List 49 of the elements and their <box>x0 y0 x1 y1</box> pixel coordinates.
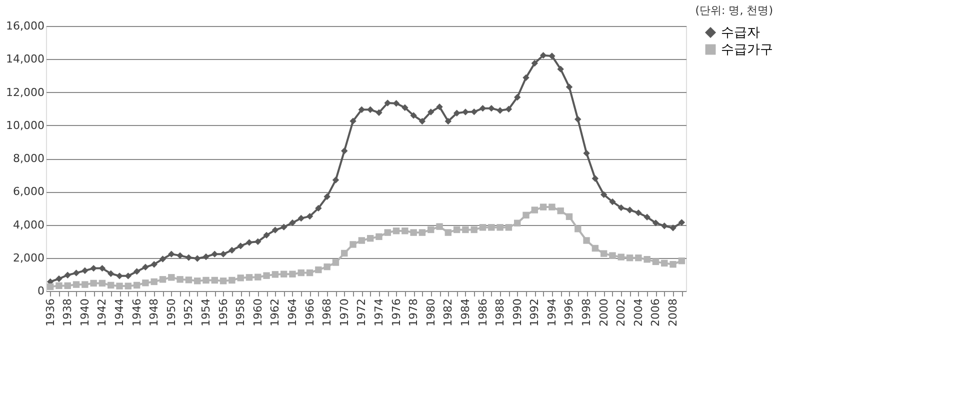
x-tick-label: 1994 <box>545 298 558 326</box>
x-tick-label: 1984 <box>458 298 472 326</box>
y-tick-label: 6,000 <box>13 185 44 198</box>
x-tick-label: 1962 <box>268 298 282 326</box>
legend-label: 수급가구 <box>721 42 773 58</box>
legend-label: 수급자 <box>721 26 760 40</box>
x-tick-label: 1992 <box>528 298 542 326</box>
x-tick-label: 1944 <box>113 298 126 326</box>
x-tick-label: 1980 <box>424 298 438 326</box>
x-tick-label: 1950 <box>164 298 178 326</box>
x-tick-label: 1948 <box>148 298 161 326</box>
y-tick-label: 0 <box>38 284 44 298</box>
x-tick-label: 1936 <box>44 298 57 326</box>
y-tick-label: 4,000 <box>13 218 44 232</box>
x-tick-label: 1960 <box>251 298 264 326</box>
x-tick-label: 1990 <box>510 298 524 326</box>
x-tick-label: 1964 <box>286 298 299 326</box>
text: (단위: 명, 천명) <box>695 4 773 17</box>
x-tick-label: 1942 <box>96 298 109 326</box>
x-tick-label: 1998 <box>580 298 594 326</box>
x-tick-label: 1974 <box>372 298 386 326</box>
x-tick-label: 2000 <box>597 298 610 326</box>
x-tick-label: 1972 <box>355 298 368 326</box>
x-tick-label: 2008 <box>666 298 680 326</box>
x-tick-label: 1978 <box>407 298 420 326</box>
x-tick-label: 1996 <box>562 298 576 326</box>
x-tick-label: 1976 <box>390 298 403 326</box>
x-tick-label: 2004 <box>632 298 645 326</box>
y-tick-label: 2,000 <box>13 251 44 264</box>
x-tick-label: 1946 <box>130 298 144 326</box>
x-tick-label: 1940 <box>78 298 92 326</box>
x-tick-label: 1938 <box>61 298 74 326</box>
x-tick-label: 1958 <box>234 298 248 326</box>
x-tick-label: 1966 <box>303 298 316 326</box>
y-tick-label: 14,000 <box>6 52 44 66</box>
x-tick-label: 2006 <box>649 298 662 326</box>
x-tick-label: 1956 <box>216 298 230 326</box>
x-tick-label: 1988 <box>494 298 507 326</box>
y-tick-label: 12,000 <box>6 86 44 99</box>
x-tick-label: 1968 <box>320 298 334 326</box>
x-tick-label: 1952 <box>182 298 196 326</box>
y-tick-label: 10,000 <box>6 118 44 132</box>
x-tick-label: 1982 <box>442 298 455 326</box>
x-tick-label: 1986 <box>476 298 490 326</box>
x-tick-label: 1970 <box>338 298 351 326</box>
x-tick-label: 1954 <box>200 298 212 326</box>
y-tick-label: 8,000 <box>13 152 44 165</box>
y-tick-label: 16,000 <box>6 20 44 32</box>
x-tick-label: 2002 <box>614 298 628 326</box>
